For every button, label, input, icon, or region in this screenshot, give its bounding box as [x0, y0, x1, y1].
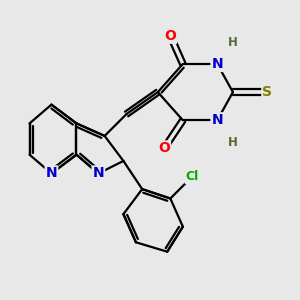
- Text: S: S: [262, 85, 272, 99]
- Text: N: N: [93, 167, 104, 181]
- Text: H: H: [228, 136, 238, 149]
- Text: O: O: [164, 29, 176, 43]
- Text: N: N: [212, 113, 223, 127]
- Text: N: N: [212, 57, 223, 71]
- Text: N: N: [46, 167, 57, 181]
- Text: Cl: Cl: [186, 170, 199, 183]
- Text: H: H: [228, 36, 238, 49]
- Text: O: O: [158, 141, 170, 155]
